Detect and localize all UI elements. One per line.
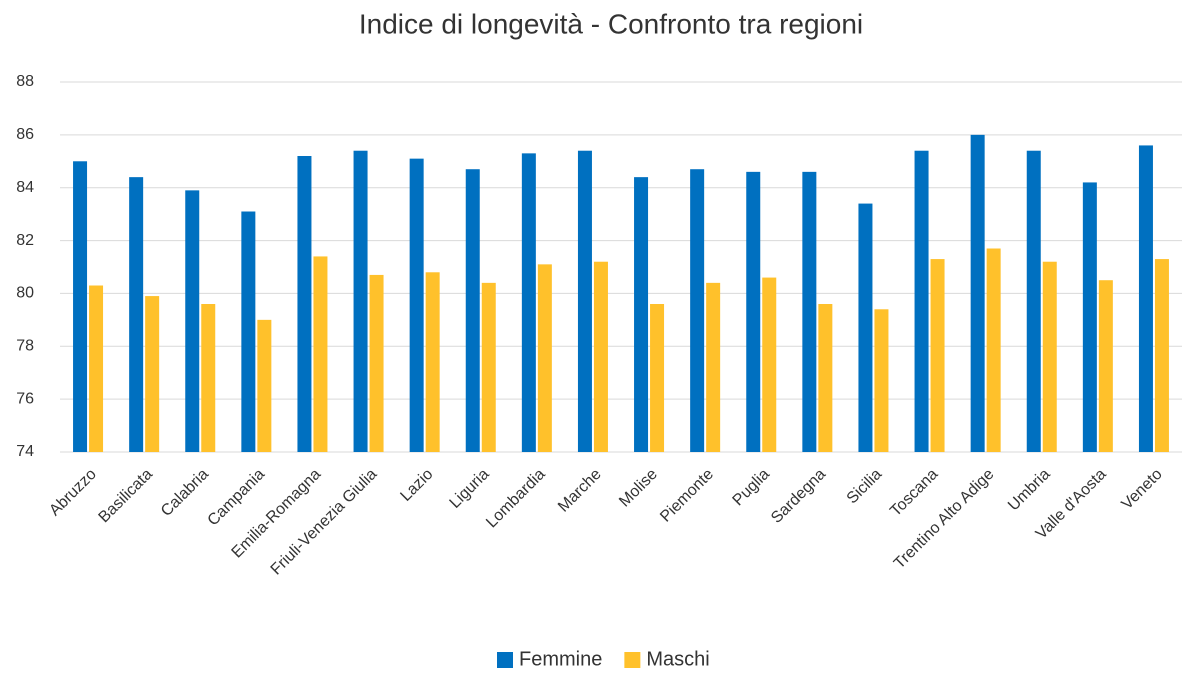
bar — [1082, 182, 1097, 452]
x-tick-label: Sicilia — [844, 466, 886, 508]
x-tick-label: Marche — [555, 466, 605, 516]
bar — [858, 203, 873, 452]
chart-title: Indice di longevità - Confronto tra regi… — [359, 8, 863, 39]
bar — [1154, 259, 1169, 452]
x-tick-label: Trentino Alto Adige — [891, 466, 998, 573]
x-tick-label: Calabria — [158, 466, 212, 520]
bar — [241, 211, 256, 452]
y-tick-label: 76 — [16, 390, 34, 407]
x-tick-label: Basilicata — [96, 466, 157, 527]
x-tick-label: Veneto — [1119, 466, 1166, 513]
x-tick-label: Toscana — [887, 466, 941, 520]
legend-swatch — [497, 652, 513, 668]
bar — [1026, 150, 1041, 452]
bar — [818, 304, 833, 452]
bar — [874, 309, 889, 452]
bar — [634, 177, 649, 452]
bar — [802, 171, 817, 452]
bar — [1042, 261, 1057, 452]
bar — [706, 282, 721, 452]
bar — [409, 158, 424, 452]
bar — [297, 156, 312, 452]
bar — [970, 134, 985, 452]
bar — [425, 272, 440, 452]
y-tick-label: 86 — [16, 126, 34, 143]
legend-label: Femmine — [519, 648, 602, 670]
bar — [650, 304, 665, 452]
bar — [537, 264, 552, 452]
x-tick-label: Piemonte — [657, 466, 717, 526]
x-tick-label: Lazio — [397, 466, 436, 505]
x-tick-label: Abruzzo — [46, 466, 100, 520]
x-tick-label: Puglia — [730, 466, 774, 510]
y-tick-label: 78 — [16, 338, 34, 355]
legend-label: Maschi — [646, 648, 709, 670]
bar — [313, 256, 328, 452]
bar — [521, 153, 536, 452]
bar — [762, 277, 777, 452]
bar — [930, 259, 945, 452]
bar — [129, 177, 144, 452]
bar — [185, 190, 200, 452]
bar — [89, 285, 104, 452]
y-tick-label: 88 — [16, 73, 34, 90]
bar — [353, 150, 368, 452]
bar — [746, 171, 761, 452]
legend-swatch — [624, 652, 641, 668]
bar — [73, 161, 88, 453]
bar — [257, 319, 272, 452]
bar — [145, 296, 160, 452]
x-tick-label: Molise — [616, 466, 661, 511]
y-tick-label: 84 — [16, 179, 34, 196]
bar — [690, 169, 705, 452]
bar — [465, 169, 480, 452]
bar — [593, 261, 608, 452]
x-tick-label: Umbria — [1005, 466, 1054, 515]
y-tick-label: 82 — [16, 232, 34, 249]
x-tick-label: Sardegna — [768, 466, 829, 527]
bar — [914, 150, 929, 452]
y-tick-label: 74 — [16, 443, 34, 460]
bar — [369, 274, 384, 452]
x-tick-label: Liguria — [447, 466, 493, 512]
bar — [577, 150, 592, 452]
bar — [481, 282, 496, 452]
y-tick-label: 80 — [16, 285, 34, 302]
bar — [986, 248, 1001, 452]
bar — [1098, 280, 1113, 452]
x-tick-label: Lombardia — [483, 466, 549, 532]
bar — [201, 304, 216, 452]
bar — [1138, 145, 1153, 452]
x-tick-label: Friuli-Venezia Giulia — [268, 466, 381, 579]
